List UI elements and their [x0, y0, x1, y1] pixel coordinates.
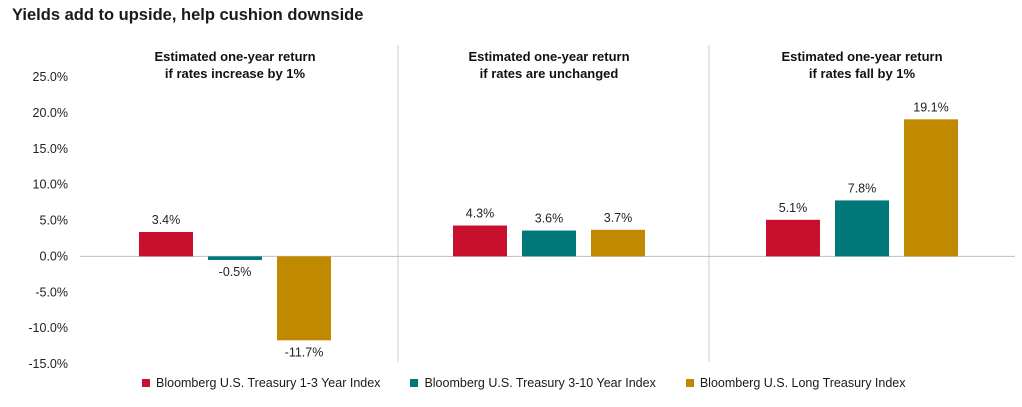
bar — [139, 231, 193, 257]
y-tick-label: -10.0% — [28, 321, 68, 335]
category-header: Estimated one-year return if rates increa… — [154, 49, 315, 81]
y-tick-label: 15.0% — [33, 142, 68, 156]
data-label: 4.3% — [466, 207, 495, 221]
category-header: Estimated one-year return if rates are un… — [468, 49, 629, 81]
legend-item-3-10-year: Bloomberg U.S. Treasury 3-10 Year Index — [410, 376, 656, 390]
legend: Bloomberg U.S. Treasury 1-3 Year Index B… — [142, 376, 936, 390]
chart-title: Yields add to upside, help cushion downs… — [12, 6, 364, 24]
category-header: Estimated one-year return if rates fall b… — [781, 49, 942, 81]
bar-chart: 25.0% 20.0% 15.0% 10.0% 5.0% 0.0% -5.0% -10.0% -… — [28, 45, 1015, 371]
legend-swatch-3-10-year — [410, 379, 419, 387]
bar — [835, 200, 889, 257]
bar — [766, 219, 820, 257]
data-label: 7.8% — [848, 181, 877, 195]
bar — [277, 256, 331, 341]
legend-swatch-long-treasury — [685, 379, 694, 387]
y-tick-label: 25.0% — [33, 70, 68, 84]
data-label: 3.6% — [535, 212, 564, 226]
bar — [208, 256, 262, 260]
y-tick-label: -15.0% — [28, 357, 68, 371]
legend-label-1-3-year: Bloomberg U.S. Treasury 1-3 Year Index — [156, 376, 381, 390]
bar — [591, 229, 645, 257]
data-label: 5.1% — [779, 201, 808, 215]
data-label: -11.7% — [285, 345, 324, 359]
bar — [904, 119, 958, 257]
legend-label-3-10-year: Bloomberg U.S. Treasury 3-10 Year Index — [424, 376, 656, 390]
legend-label-long-treasury: Bloomberg U.S. Long Treasury Index — [699, 376, 906, 390]
y-tick-label: 0.0% — [40, 249, 69, 263]
data-label: -0.5% — [219, 265, 252, 279]
legend-item-long-treasury: Bloomberg U.S. Long Treasury Index — [685, 376, 906, 390]
bar — [453, 225, 507, 257]
y-tick-label: 5.0% — [40, 214, 69, 228]
data-label: 19.1% — [913, 100, 948, 114]
y-tick-label: -5.0% — [35, 285, 68, 299]
legend-item-1-3-year: Bloomberg U.S. Treasury 1-3 Year Index — [142, 376, 380, 390]
legend-swatch-1-3-year — [142, 379, 150, 387]
y-tick-label: 20.0% — [33, 106, 68, 120]
data-label: 3.7% — [604, 211, 633, 225]
y-tick-label: 10.0% — [33, 178, 68, 192]
bar — [522, 230, 576, 257]
data-label: 3.4% — [152, 213, 181, 227]
